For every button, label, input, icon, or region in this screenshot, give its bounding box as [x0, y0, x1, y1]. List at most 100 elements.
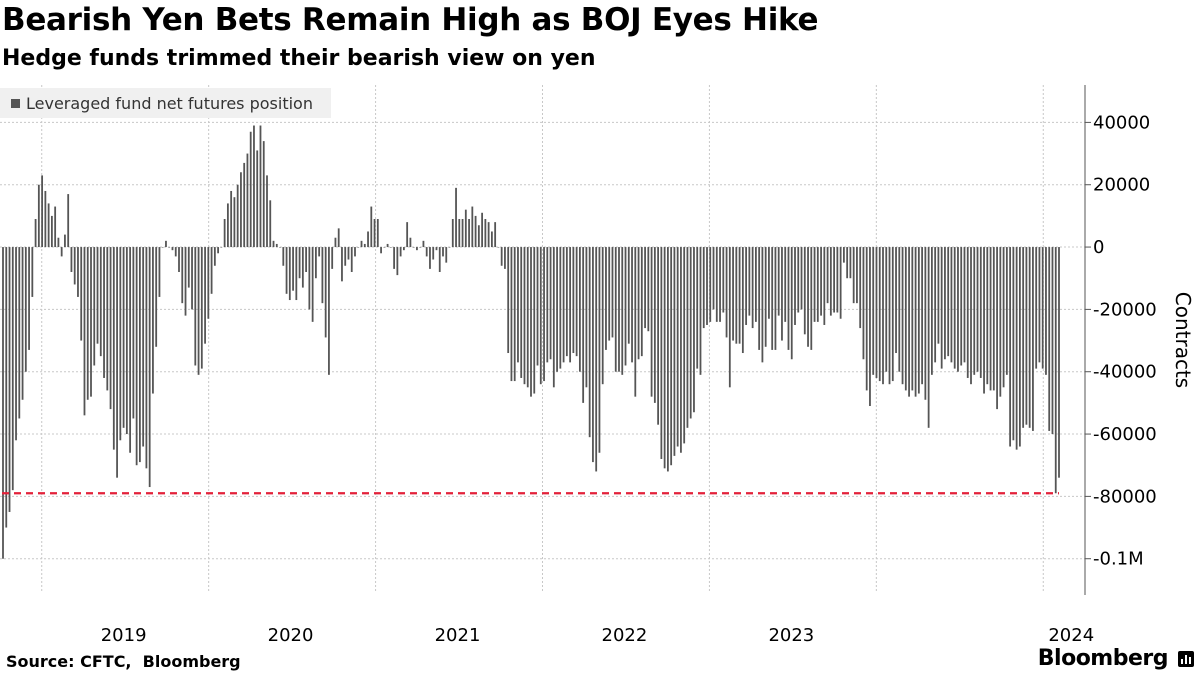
bar: [256, 150, 259, 248]
legend-swatch: [11, 98, 20, 108]
bar: [653, 247, 656, 403]
bar: [1045, 247, 1047, 375]
bar: [21, 247, 24, 400]
bar: [471, 206, 474, 248]
grid: [0, 85, 1085, 593]
bar: [973, 247, 976, 375]
bar: [360, 240, 363, 248]
bar: [1038, 247, 1041, 363]
bar: [477, 225, 480, 248]
bar: [191, 247, 193, 310]
bar: [592, 247, 594, 463]
bar: [376, 219, 379, 248]
bar: [432, 247, 435, 260]
bar: [138, 247, 141, 463]
bar: [1005, 247, 1008, 375]
bar: [47, 203, 50, 248]
bar: [210, 247, 213, 294]
y-tick-label: -60000: [1093, 424, 1157, 445]
bar: [152, 247, 154, 394]
bar: [67, 194, 70, 248]
bar: [546, 247, 549, 363]
bar: [944, 247, 946, 360]
bar: [171, 247, 174, 251]
x-tick-label: 2019: [101, 625, 147, 646]
bar: [272, 240, 275, 248]
bar: [813, 247, 816, 322]
bar: [979, 247, 982, 378]
bar: [797, 247, 800, 313]
bar: [670, 247, 673, 466]
bar: [80, 247, 83, 341]
bar: [869, 247, 871, 406]
bar: [249, 131, 252, 248]
bar: [122, 247, 125, 428]
bar: [842, 247, 845, 263]
bar: [852, 247, 855, 304]
bar: [706, 247, 708, 325]
bar: [666, 247, 669, 472]
bar: [836, 247, 839, 313]
bar: [481, 212, 484, 248]
bar: [627, 247, 630, 344]
bar: [83, 247, 86, 416]
y-tick-label: -0.1M: [1093, 549, 1144, 570]
bar: [207, 247, 210, 319]
bar: [559, 247, 562, 369]
bar: [829, 247, 832, 316]
bar: [145, 247, 148, 469]
y-axis-title: Contracts: [1171, 291, 1195, 389]
bar: [901, 247, 904, 385]
bar: [882, 247, 884, 385]
bar: [285, 247, 288, 294]
bar: [611, 247, 614, 338]
bar: [556, 247, 558, 372]
bar: [787, 247, 790, 350]
bar: [631, 247, 633, 363]
bar: [585, 247, 588, 388]
bar: [497, 247, 500, 248]
bar: [383, 247, 386, 248]
bar: [18, 247, 21, 419]
bar: [367, 231, 369, 248]
bar: [543, 247, 545, 382]
bar: [1041, 247, 1044, 369]
bar: [429, 247, 431, 269]
bar: [451, 219, 454, 248]
bar: [194, 247, 197, 366]
bar: [601, 247, 604, 385]
bar: [282, 247, 285, 266]
bar: [142, 247, 145, 447]
bar: [187, 247, 190, 288]
bar: [314, 247, 317, 279]
bar: [526, 247, 529, 388]
bar: [5, 247, 8, 528]
bar: [833, 247, 836, 313]
bar: [1002, 247, 1005, 388]
bar: [321, 247, 324, 304]
bar: [213, 247, 216, 266]
bar: [849, 247, 852, 279]
bar: [155, 247, 158, 347]
bar: [957, 247, 959, 372]
bar: [520, 247, 523, 378]
bar: [125, 247, 128, 435]
bar: [790, 247, 793, 360]
bar: [318, 247, 321, 257]
bar: [350, 247, 353, 272]
bar: [914, 247, 917, 397]
bar: [722, 247, 725, 313]
bar: [917, 247, 920, 394]
bar: [112, 247, 115, 450]
bar: [702, 247, 705, 329]
bar: [754, 247, 757, 322]
bar: [158, 247, 161, 297]
bar: [412, 247, 415, 248]
bar: [148, 247, 151, 488]
bar: [657, 247, 660, 425]
bar: [992, 247, 995, 391]
bar: [324, 247, 327, 338]
bar: [347, 247, 350, 260]
bar: [393, 247, 396, 269]
x-tick-label: 2022: [602, 625, 648, 646]
